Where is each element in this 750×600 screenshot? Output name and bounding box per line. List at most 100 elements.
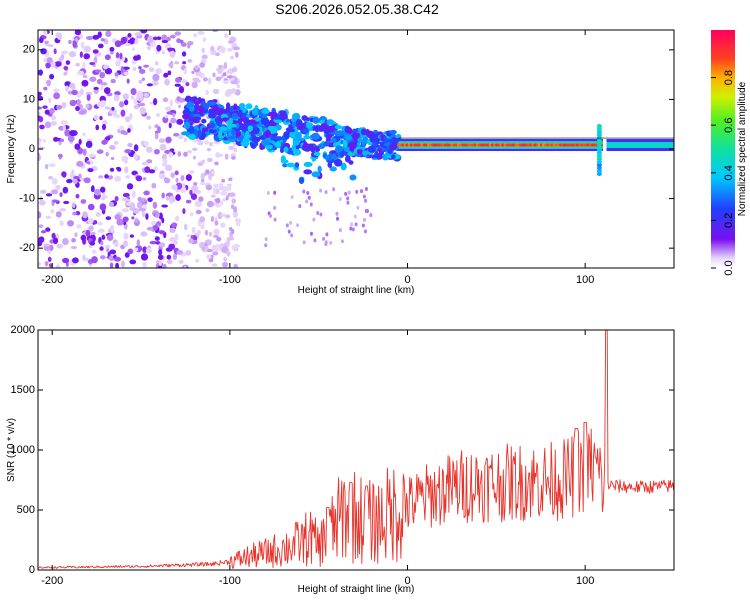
spectrogram-cell bbox=[146, 83, 153, 87]
spectrogram-xlabel: Height of straight line (km) bbox=[298, 285, 415, 296]
spectrogram-cell bbox=[216, 153, 224, 157]
y-tick-label: 1000 bbox=[11, 444, 35, 456]
spectrogram-cell bbox=[151, 182, 157, 189]
spectrogram-cell bbox=[159, 143, 167, 151]
spectrogram-cell bbox=[364, 186, 368, 191]
spectrogram-cell bbox=[99, 203, 107, 211]
spectrogram-cell bbox=[53, 92, 60, 100]
spectrogram-cell bbox=[320, 123, 328, 129]
spectrogram-cell bbox=[230, 80, 238, 85]
spectrogram-cell bbox=[115, 262, 120, 268]
spectrogram-cell bbox=[59, 208, 67, 212]
spectrogram-cell bbox=[203, 103, 210, 110]
spectrogram-cell bbox=[167, 70, 172, 76]
colorbar-tick-label: 0.0 bbox=[723, 260, 735, 275]
spectrogram-cell bbox=[161, 50, 166, 55]
spectrogram-cell bbox=[67, 134, 75, 143]
spectrogram-cell bbox=[185, 174, 192, 181]
spectrogram-cell bbox=[360, 189, 364, 194]
spectrogram-cell bbox=[188, 133, 196, 140]
spectrogram-cell bbox=[362, 217, 366, 222]
spectrogram-cell bbox=[294, 162, 300, 168]
spectrogram-cell bbox=[211, 263, 218, 267]
spectrogram-cell bbox=[274, 119, 283, 124]
spectrogram-cell bbox=[123, 71, 129, 76]
spectrogram-cell bbox=[153, 148, 160, 155]
spectrogram-cell bbox=[215, 197, 221, 204]
spectrogram-cell bbox=[127, 142, 133, 148]
spectrogram-cell bbox=[82, 62, 86, 69]
spectrogram-cell bbox=[93, 56, 98, 64]
spectrogram-cell bbox=[201, 159, 206, 164]
spectrogram-cell bbox=[75, 193, 80, 199]
spectrogram-cell bbox=[120, 130, 127, 135]
spectrogram-cell bbox=[364, 198, 368, 203]
spectrogram-cell bbox=[152, 36, 158, 41]
spectrogram-cell bbox=[197, 129, 202, 137]
spectrogram-cell bbox=[142, 246, 148, 253]
spectrogram-cell bbox=[113, 114, 121, 119]
spectrogram-cell bbox=[93, 114, 99, 121]
spectrogram-cell bbox=[38, 200, 46, 206]
spectrogram-cell bbox=[48, 176, 53, 180]
spectrogram-cell bbox=[218, 185, 224, 191]
spectrogram-cell bbox=[377, 148, 383, 152]
spectrogram-cell bbox=[222, 117, 229, 122]
spectrogram-cell bbox=[46, 79, 52, 87]
spectrogram-cell bbox=[264, 243, 268, 248]
y-tick-label: -20 bbox=[19, 242, 35, 254]
spectrogram-cell bbox=[175, 77, 181, 83]
spectrogram-cell bbox=[130, 88, 137, 96]
spectrogram-cell bbox=[63, 200, 70, 205]
spectrogram-cell bbox=[69, 99, 77, 107]
spectrogram-cell bbox=[206, 157, 213, 162]
spectrogram-cell bbox=[335, 130, 344, 137]
spectrogram-cell bbox=[68, 51, 77, 58]
spectrogram-cell bbox=[181, 51, 187, 57]
spectrogram-cell bbox=[228, 135, 236, 140]
spectrogram-cell bbox=[92, 49, 99, 54]
spectrogram-cell bbox=[271, 111, 278, 118]
spectrogram-cell bbox=[92, 34, 100, 40]
spectrogram-cell bbox=[81, 79, 89, 87]
spectrogram-cell bbox=[101, 196, 106, 201]
spectrogram-cell bbox=[141, 210, 146, 218]
spectrogram-cell bbox=[122, 66, 130, 70]
spectrogram-cell bbox=[199, 216, 206, 223]
spectrogram-cell bbox=[43, 86, 48, 91]
spectrogram-cell bbox=[283, 131, 289, 138]
x-tick-label: -100 bbox=[219, 575, 241, 587]
spectrogram-cell bbox=[224, 153, 229, 160]
spectrogram-cell bbox=[312, 116, 320, 124]
spectrogram-cell bbox=[351, 227, 355, 232]
spectrogram-cell bbox=[260, 117, 270, 126]
spectrogram-cell bbox=[188, 238, 194, 244]
spectrogram-cell bbox=[245, 103, 253, 110]
spectrogram-cell bbox=[75, 106, 80, 112]
spectrogram-cell bbox=[120, 109, 126, 117]
spectrogram-cell bbox=[191, 81, 198, 89]
spectrogram-cell bbox=[391, 154, 396, 160]
spectrogram-cell bbox=[72, 257, 79, 264]
spectrogram-cell bbox=[95, 211, 101, 218]
spectrogram-cell bbox=[42, 139, 47, 143]
spectrogram-cell bbox=[213, 244, 222, 252]
spectrogram-cell bbox=[231, 129, 236, 137]
spectrogram-cell bbox=[119, 101, 125, 108]
spectrogram-cell bbox=[109, 46, 115, 52]
spectrogram-cell bbox=[155, 68, 163, 75]
spectrogram-cell bbox=[133, 153, 138, 160]
spectrogram-cell bbox=[306, 190, 310, 195]
spectrogram-cell bbox=[236, 84, 241, 89]
spectrogram-cell bbox=[362, 150, 369, 156]
spectrogram-cell bbox=[289, 220, 293, 225]
spectrogram-cell bbox=[211, 244, 216, 251]
spectrogram-cell bbox=[195, 79, 201, 83]
spectrogram-cell bbox=[85, 91, 93, 96]
spectrogram-cell bbox=[46, 43, 54, 48]
spectrogram-cell bbox=[158, 249, 163, 256]
spectrogram-cell bbox=[245, 130, 250, 139]
spectrogram-cell bbox=[151, 220, 156, 226]
spectrogram-cell bbox=[336, 216, 340, 221]
spectrogram-cell bbox=[82, 211, 88, 219]
